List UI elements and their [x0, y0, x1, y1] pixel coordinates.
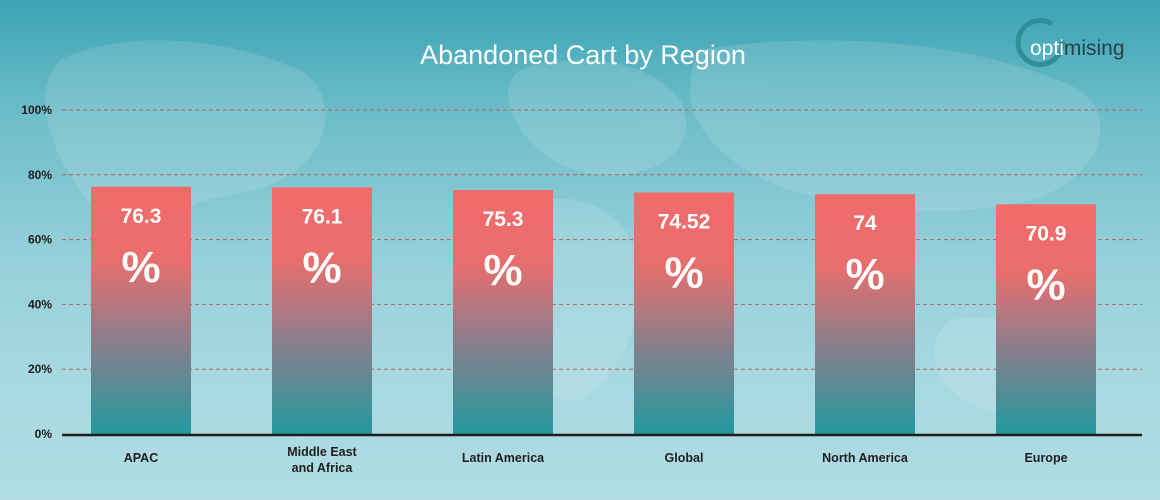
bar-unit-label: %: [664, 249, 703, 298]
x-tick-label-line: Middle East: [287, 445, 357, 459]
bar-value-label: 76.1: [302, 205, 343, 228]
x-tick-label-line: Latin America: [462, 451, 545, 465]
bar-unit-label: %: [1026, 260, 1065, 309]
bar-unit-label: %: [302, 243, 341, 292]
bar: [815, 194, 915, 434]
y-tick-label: 20%: [28, 362, 52, 376]
bar: [91, 186, 191, 434]
y-tick-label: 100%: [21, 103, 52, 117]
x-tick-label: APAC: [124, 451, 159, 465]
optimising-logo: optimising: [1015, 18, 1125, 67]
bar-unit-label: %: [121, 243, 160, 292]
grid-lines: [62, 109, 1142, 370]
x-axis-tick-labels: APAC Middle East and Africa Latin America Gl…: [124, 445, 1068, 475]
bars: [91, 186, 1096, 434]
y-tick-label: 0%: [35, 427, 53, 441]
bar: [996, 204, 1096, 434]
logo-text-part2: mising: [1064, 37, 1125, 60]
world-map-background: [45, 40, 1101, 440]
x-tick-label-line: APAC: [124, 451, 159, 465]
bar: [272, 187, 372, 434]
y-tick-label: 40%: [28, 297, 52, 311]
bar-value-labels: 76.3% 76.1% 75.3% 74.52% 74% 70.9%: [121, 205, 1067, 309]
chart-title: Abandoned Cart by Region: [420, 40, 746, 70]
x-tick-label: Europe: [1024, 451, 1067, 465]
bar-value-label: 75.3: [483, 208, 524, 231]
x-tick-label-line: and Africa: [292, 461, 354, 475]
bar-value-label: 70.9: [1026, 222, 1067, 245]
bar-value-label: 76.3: [121, 205, 162, 228]
x-tick-label: Middle East and Africa: [287, 445, 357, 475]
x-tick-label-line: Europe: [1024, 451, 1067, 465]
bar-value-label: 74: [853, 212, 877, 235]
svg-text:optimising: optimising: [1030, 37, 1125, 60]
x-tick-label: North America: [822, 451, 909, 465]
logo-ring-icon: [1015, 18, 1065, 67]
x-tick-label-line: Global: [665, 451, 704, 465]
bar-value-label: 74.52: [658, 211, 711, 234]
logo-text-part1: opti: [1030, 37, 1064, 60]
bar: [453, 190, 553, 434]
bar: [634, 192, 734, 434]
bar-unit-label: %: [845, 250, 884, 299]
x-tick-label: Global: [665, 451, 704, 465]
bar-unit-label: %: [483, 246, 522, 295]
y-axis-tick-labels: 0% 20% 40% 60% 80% 100%: [21, 103, 52, 441]
y-tick-label: 60%: [28, 233, 52, 247]
x-tick-label: Latin America: [462, 451, 545, 465]
x-tick-label-line: North America: [822, 451, 909, 465]
y-tick-label: 80%: [28, 168, 52, 182]
